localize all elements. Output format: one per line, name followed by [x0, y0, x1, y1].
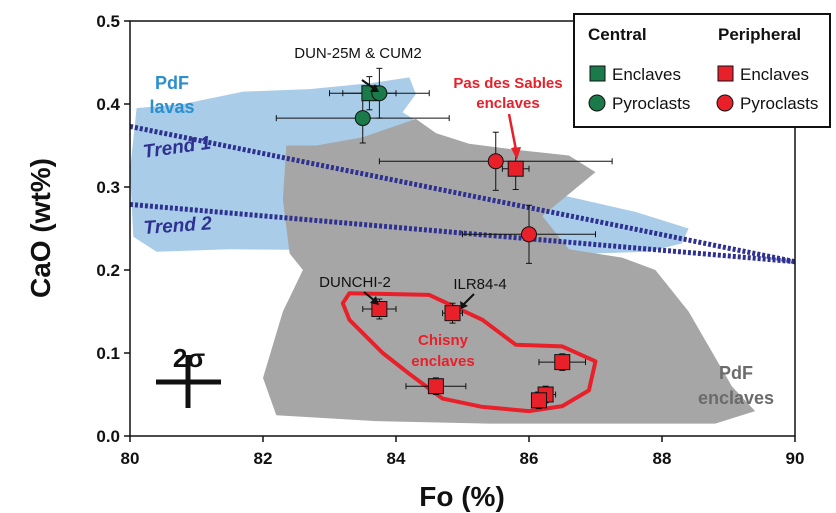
- trend-2-line: [129, 201, 796, 265]
- pas-des-sables-arrow: [507, 113, 518, 151]
- peripheral-enclaves-point-4: [427, 378, 444, 395]
- ilr-annotation: ILR84-4: [453, 276, 506, 293]
- y-tick-label-0.0: 0.0: [96, 427, 120, 446]
- chisny-label-line1: Chisny: [418, 332, 469, 349]
- legend-central-enclaves-label: Enclaves: [612, 65, 681, 84]
- legend-peripheral-pyroclasts-label: Pyroclasts: [740, 94, 818, 113]
- x-tick-label-82: 82: [254, 449, 273, 468]
- pas-des-sables-annotation-line1: Pas des Sables: [453, 75, 562, 92]
- y-tick-label-0.2: 0.2: [96, 261, 120, 280]
- dun25m-arrowhead: [370, 84, 379, 92]
- dun25m-annotation: DUN-25M & CUM2: [294, 45, 422, 62]
- peripheral-pyroclasts-point-0: [487, 153, 504, 170]
- outline-layer: [340, 291, 598, 414]
- peripheral-enclaves-point-2: [444, 305, 461, 322]
- peripheral-enclaves-point-3: [554, 354, 571, 371]
- dunchi-arrowhead: [370, 296, 379, 305]
- x-axis-title: Fo (%): [419, 481, 505, 512]
- trend-1-line: [129, 123, 796, 265]
- legend-peripheral-pyroclasts-marker: [716, 94, 734, 112]
- ilr-arrow: [463, 293, 475, 305]
- plot-frame: [129, 20, 796, 437]
- y-tick-label-0.5: 0.5: [96, 12, 120, 31]
- peripheral-pyroclasts-point-1: [521, 226, 537, 243]
- legend-central-pyroclasts-marker: [588, 94, 606, 112]
- legend: Central Peripheral Enclaves Pyroclasts E…: [573, 13, 831, 128]
- dunchi-annotation: DUNCHI-2: [319, 274, 391, 291]
- peripheral-enclaves-point-1: [371, 301, 388, 318]
- y-tick-label-0.3: 0.3: [96, 178, 120, 197]
- legend-peripheral-enclaves-marker: [717, 65, 734, 82]
- chisny-enclaves-outline: [340, 291, 598, 414]
- legend-central-heading: Central: [588, 25, 647, 44]
- legend-box: [573, 13, 831, 128]
- y-tick-label-0.4: 0.4: [96, 95, 120, 114]
- trends-layer: [129, 123, 796, 265]
- fields-layer: [130, 77, 756, 424]
- peripheral-enclaves-point-0: [507, 160, 524, 177]
- peripheral-enclaves-point-6: [530, 392, 547, 409]
- legend-central-pyroclasts-label: Pyroclasts: [612, 94, 690, 113]
- x-tick-label-88: 88: [653, 449, 672, 468]
- pdf-enclaves-label-line1: PdF: [719, 363, 753, 383]
- pdf-enclaves-field: [263, 118, 756, 424]
- pdf-enclaves-label-line2: enclaves: [698, 388, 774, 408]
- pdf-lavas-label-line2: lavas: [149, 97, 194, 117]
- chisny-label-line2: enclaves: [411, 353, 474, 370]
- axes-layer: 80 82 84 86 88 90 0.0 0.1 0.2 0.3 0.4 0.5: [96, 12, 804, 468]
- pas-des-sables-arrowhead: [511, 147, 521, 160]
- legend-peripheral-heading: Peripheral: [718, 25, 801, 44]
- legend-central-enclaves-marker: [589, 65, 606, 82]
- x-tick-label-86: 86: [520, 449, 539, 468]
- ilr-arrowhead: [460, 301, 468, 309]
- points-layer: [354, 85, 571, 409]
- y-tick-label-0.1: 0.1: [96, 344, 120, 363]
- trend-2-label: Trend 2: [143, 213, 213, 239]
- pas-des-sables-annotation-line2: enclaves: [476, 95, 539, 112]
- pdf-lavas-label-line1: PdF: [155, 73, 189, 93]
- central-pyroclasts-point-1: [354, 110, 371, 127]
- legend-peripheral-enclaves-label: Enclaves: [740, 65, 809, 84]
- y-axis-title: CaO (wt%): [25, 158, 56, 298]
- x-tick-label-80: 80: [121, 449, 140, 468]
- x-tick-label-90: 90: [786, 449, 805, 468]
- x-tick-label-84: 84: [387, 449, 406, 468]
